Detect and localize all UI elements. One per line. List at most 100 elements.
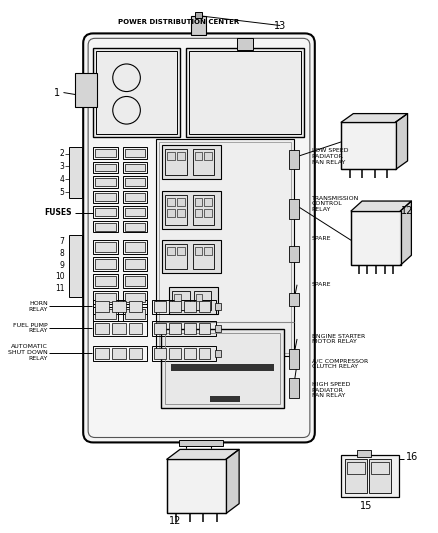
Bar bbox=[161, 329, 284, 408]
Bar bbox=[156, 139, 294, 356]
Bar bbox=[124, 223, 145, 231]
Bar bbox=[165, 244, 187, 269]
Bar bbox=[123, 191, 147, 203]
Text: FUEL PUMP
RELAY: FUEL PUMP RELAY bbox=[13, 322, 48, 334]
Bar bbox=[177, 247, 185, 255]
Bar bbox=[184, 348, 195, 359]
Bar bbox=[167, 247, 175, 255]
Bar bbox=[128, 348, 142, 359]
Text: POWER DISTRIBUTION CENTER: POWER DISTRIBUTION CENTER bbox=[118, 19, 240, 25]
Bar bbox=[93, 221, 118, 232]
Bar bbox=[347, 462, 365, 474]
Bar bbox=[123, 176, 147, 188]
Bar bbox=[128, 302, 142, 312]
Bar bbox=[96, 51, 177, 134]
Text: 4: 4 bbox=[60, 175, 64, 184]
Bar bbox=[93, 274, 118, 288]
Bar bbox=[198, 302, 210, 312]
Bar bbox=[95, 323, 109, 334]
Bar bbox=[93, 191, 118, 203]
Bar bbox=[124, 309, 145, 319]
FancyBboxPatch shape bbox=[83, 34, 315, 442]
Bar bbox=[69, 147, 82, 198]
Text: 15: 15 bbox=[360, 502, 372, 512]
Bar bbox=[167, 198, 175, 206]
Bar bbox=[371, 462, 389, 474]
Text: 8: 8 bbox=[60, 249, 64, 257]
Bar bbox=[194, 209, 202, 217]
Bar bbox=[95, 348, 109, 359]
Bar bbox=[205, 247, 212, 255]
Bar bbox=[177, 198, 185, 206]
Bar bbox=[193, 149, 214, 175]
Bar bbox=[369, 459, 391, 492]
Bar bbox=[123, 308, 147, 321]
Text: HORN
RELAY: HORN RELAY bbox=[28, 301, 48, 312]
Bar bbox=[152, 300, 216, 314]
Bar bbox=[124, 208, 145, 216]
Bar bbox=[357, 450, 371, 457]
Polygon shape bbox=[400, 201, 411, 265]
Bar bbox=[237, 38, 253, 50]
Text: 9: 9 bbox=[60, 261, 64, 270]
Text: 1: 1 bbox=[54, 87, 60, 98]
Bar bbox=[184, 323, 195, 334]
Bar bbox=[289, 293, 299, 306]
Bar bbox=[69, 236, 82, 296]
Text: SPARE: SPARE bbox=[312, 236, 331, 241]
Bar bbox=[123, 257, 147, 271]
Bar bbox=[215, 325, 221, 332]
Bar bbox=[154, 323, 166, 334]
Bar bbox=[95, 164, 116, 172]
Polygon shape bbox=[396, 114, 407, 169]
Bar bbox=[167, 209, 175, 217]
Bar bbox=[167, 459, 226, 513]
Bar bbox=[191, 15, 206, 35]
Bar bbox=[205, 209, 212, 217]
Bar bbox=[93, 176, 118, 188]
Text: 13: 13 bbox=[274, 21, 286, 30]
Text: 7: 7 bbox=[60, 237, 64, 246]
Bar bbox=[128, 323, 142, 334]
Bar bbox=[93, 346, 147, 361]
Bar bbox=[289, 150, 299, 169]
Bar bbox=[152, 346, 216, 361]
Text: AUTOMATIC
SHUT DOWN
RELAY: AUTOMATIC SHUT DOWN RELAY bbox=[8, 344, 48, 361]
Text: HIGH SPEED
RADIATOR
FAN RELAY: HIGH SPEED RADIATOR FAN RELAY bbox=[312, 382, 350, 399]
Bar bbox=[205, 198, 212, 206]
Text: TRANSMISSION
CONTROL
RELAY: TRANSMISSION CONTROL RELAY bbox=[312, 196, 359, 212]
Bar bbox=[93, 240, 118, 254]
Text: 16: 16 bbox=[406, 452, 418, 462]
Bar bbox=[194, 247, 202, 255]
Bar bbox=[162, 191, 221, 229]
Bar bbox=[124, 259, 145, 269]
Bar bbox=[194, 198, 202, 206]
Bar bbox=[186, 48, 304, 137]
Bar bbox=[205, 152, 212, 159]
Bar bbox=[169, 287, 218, 314]
Bar bbox=[124, 276, 145, 286]
Bar bbox=[124, 179, 145, 186]
Bar bbox=[159, 142, 291, 353]
Text: 3: 3 bbox=[60, 162, 64, 171]
Bar bbox=[341, 455, 399, 497]
Bar bbox=[75, 73, 97, 107]
Bar bbox=[95, 208, 116, 216]
Bar bbox=[93, 290, 118, 304]
Bar bbox=[93, 161, 118, 173]
Bar bbox=[179, 440, 223, 446]
Bar bbox=[154, 302, 166, 312]
Bar bbox=[172, 290, 190, 310]
Bar bbox=[289, 349, 299, 368]
Bar bbox=[112, 348, 126, 359]
Bar bbox=[289, 199, 299, 219]
Bar bbox=[165, 333, 280, 404]
Text: SPARE: SPARE bbox=[312, 282, 331, 287]
Bar bbox=[341, 122, 396, 169]
Text: LOW SPEED
RADIATOR
FAN RELAY: LOW SPEED RADIATOR FAN RELAY bbox=[312, 148, 348, 165]
Bar bbox=[95, 223, 116, 231]
Bar bbox=[194, 290, 211, 310]
Text: 5: 5 bbox=[60, 188, 64, 197]
Bar bbox=[215, 303, 221, 310]
Polygon shape bbox=[226, 449, 239, 513]
